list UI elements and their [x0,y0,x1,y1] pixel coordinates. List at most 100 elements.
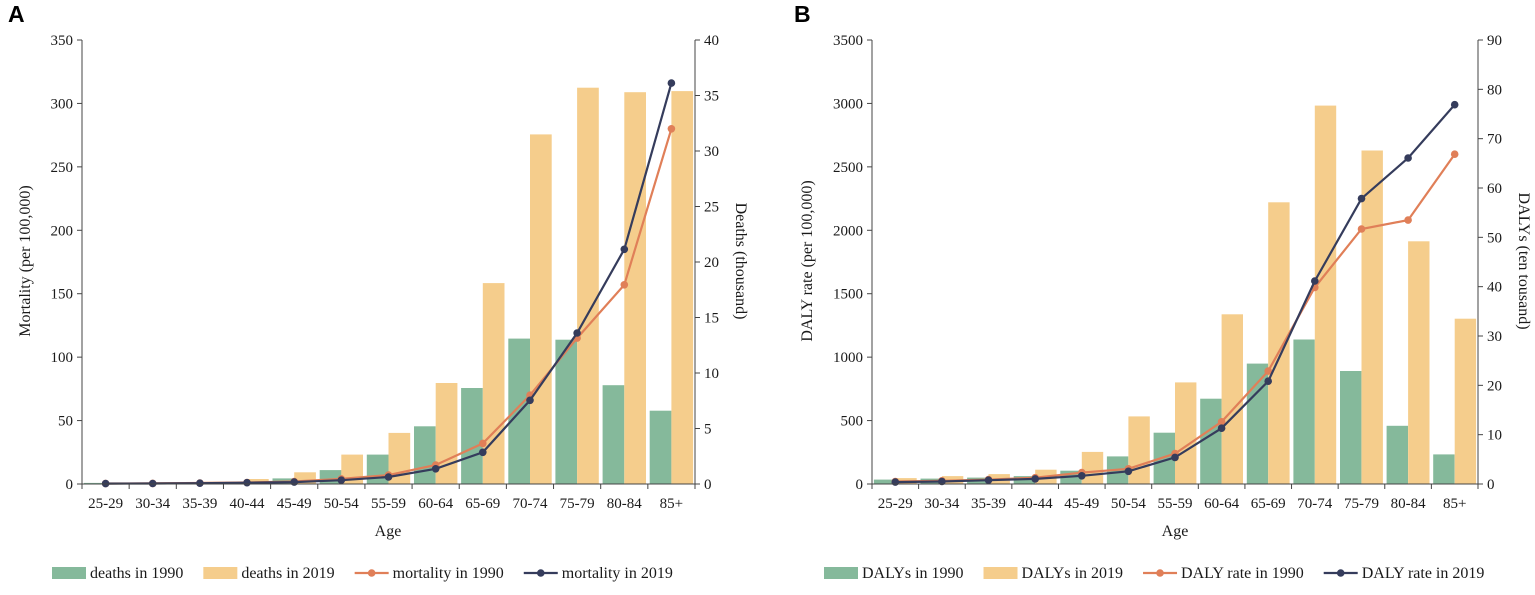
panel-a: A 0 50 100 150 200 250 300 350 0 5 10 15 20 25 30 35 40 2… [8,1,749,582]
panel-b-bar-series1-25-29 [873,479,896,484]
panel-a-left-tick-label: 250 [51,160,74,176]
panel-b-point-series2-40-44 [1031,475,1039,483]
panel-b-point-series2-80-84 [1404,154,1412,162]
panel-a-point-series2-35-39 [196,479,204,488]
panel-b-legend-marker [1336,569,1345,577]
panel-b-left-tick-label: 3000 [833,96,863,112]
panel-b-right-tick-label: 0 [1487,477,1495,493]
panel-a-point-series1-65-69 [479,439,487,448]
panel-b-right-tick-label: 30 [1487,329,1502,345]
panel-a-x-tick-label: 40-44 [230,496,265,512]
panel-b-left-tick-label: 2500 [833,160,863,176]
panel-b-point-series2-85+ [1450,100,1459,109]
panel-b-x-tick-label: 25-29 [878,496,913,512]
panel-a-right-tick-label: 0 [704,477,712,493]
panel-a-point-series2-80-84 [620,245,629,254]
panel-b-x-tick-label: 60-64 [1204,496,1239,512]
panel-a-right-tick-label: 10 [704,366,719,382]
panel-a-left-tick-label: 300 [51,96,74,112]
panel-a-bar-series2-45-49 [294,472,316,484]
panel-b-point-series2-60-64 [1217,424,1226,433]
panel-b-left-axis-title: DALY rate (per 100,000) [799,180,816,341]
panel-a-legend-swatch [52,567,86,579]
panel-a-point-series2-65-69 [479,448,487,457]
panel-a-bar-series1-55-59 [366,454,389,484]
panel-b-point-series2-70-74 [1311,277,1319,285]
panel-b-x-tick-label: 40-44 [1018,496,1053,512]
panel-b-x-tick-label: 45-49 [1064,496,1099,512]
panel-b-point-series2-45-49 [1078,472,1086,480]
panel-b-x-tick-label: 30-34 [924,496,959,512]
panel-a-right-tick-label: 5 [704,422,712,438]
panel-a-x-tick-label: 70-74 [513,496,548,512]
panel-a-legend-label: mortality in 1990 [393,565,504,582]
panel-b-right-tick-label: 70 [1487,132,1502,148]
panel-a-left-tick-label: 150 [51,287,74,303]
panel-b-right-tick-label: 40 [1487,280,1502,296]
panel-a-legend-marker [367,569,376,577]
panel-a-x-tick-label: 35-39 [182,496,217,512]
panel-b-right-tick-label: 20 [1487,378,1502,394]
panel-a-x-tick-label: 55-59 [371,496,406,512]
panel-b-bar-series2-85+ [1454,318,1477,484]
panel-a-right-tick-label: 30 [704,144,719,160]
panel-a-right-tick-label: 40 [704,33,719,49]
panel-b-bar-series1-70-74 [1293,339,1315,484]
panel-b-right-tick-label: 50 [1487,230,1502,246]
panel-a-point-series1-80-84 [620,281,629,289]
panel-a-point-series2-60-64 [431,465,440,473]
panel-a-left-tick-label: 350 [51,33,74,49]
panel-a-legend-swatch [203,567,238,579]
panel-b-letter: B [794,1,811,27]
panel-b: B 0 500 1000 1500 2000 2500 3000 3500 0 10 20 30 40 5… [794,1,1532,582]
panel-b-x-tick-label: 80-84 [1391,496,1426,512]
panel-b-point-series2-35-39 [984,476,993,485]
panel-a-bar-series1-25-29 [83,482,106,484]
panel-b-legend-label: DALYs in 2019 [1022,565,1124,582]
panel-b-x-tick-label: 55-59 [1158,496,1193,512]
panel-a-x-tick-label: 50-54 [324,496,359,512]
panel-b-bar-series2-65-69 [1268,202,1290,485]
panel-a-point-series2-40-44 [243,478,251,487]
panel-b-bar-series1-75-79 [1340,371,1362,484]
panel-a-bar-series2-80-84 [624,92,646,484]
panel-b-x-tick-label: 75-79 [1344,496,1379,512]
panel-a-legend: deaths in 1990 deaths in 2019 mortality in… [52,565,673,582]
panel-a-point-series2-75-79 [573,329,581,337]
panel-b-right-tick-label: 80 [1487,82,1502,98]
panel-a-point-series2-85+ [667,79,676,87]
panel-b-point-series1-80-84 [1404,216,1412,224]
panel-b-legend-label: DALYs in 1990 [862,565,964,582]
panel-a-left-axis-title: Mortality (per 100,000) [17,185,34,337]
panel-b-point-series1-65-69 [1264,367,1272,375]
panel-b-point-series2-65-69 [1264,377,1272,386]
panel-a-legend-label: mortality in 2019 [562,565,673,582]
panel-b-bar-series2-75-79 [1361,150,1383,484]
panel-b-point-series1-85+ [1450,150,1459,158]
panel-a-bar-series2-60-64 [435,383,458,484]
panel-b-bar-series2-60-64 [1221,314,1243,484]
panel-b-left-tick-label: 3500 [833,33,863,49]
panel-b-left-tick-label: 1500 [833,287,863,303]
panel-a-right-tick-label: 25 [704,200,719,216]
panel-b-x-axis-title: Age [1162,523,1189,540]
panel-a-x-tick-label: 75-79 [560,496,595,512]
panel-b-bar-series2-55-59 [1175,382,1197,484]
panel-a-point-series2-50-54 [337,476,346,485]
panel-b-legend-label: DALY rate in 1990 [1181,565,1304,582]
panel-b-point-series2-50-54 [1124,467,1133,476]
panel-b-point-series2-55-59 [1171,453,1179,462]
panel-a-x-tick-label: 25-29 [88,496,123,512]
panel-b-right-axis-title: DALYs (ten tousand) [1515,192,1532,329]
panel-b-legend-swatch [983,567,1018,579]
panel-b-point-series2-30-34 [938,477,946,486]
panel-b-bar-series2-70-74 [1314,105,1337,484]
panel-b-x-tick-label: 35-39 [971,496,1006,512]
panel-a-bar-series2-70-74 [530,134,552,484]
panel-a-point-series1-85+ [667,125,676,133]
panel-b-x-tick-label: 70-74 [1297,496,1332,512]
panel-b-legend: DALYs in 1990 DALYs in 2019 DALY rate in 1… [824,565,1484,582]
panel-a-x-axis-title: Age [375,523,402,540]
panel-b-left-tick-label: 1000 [833,350,863,366]
